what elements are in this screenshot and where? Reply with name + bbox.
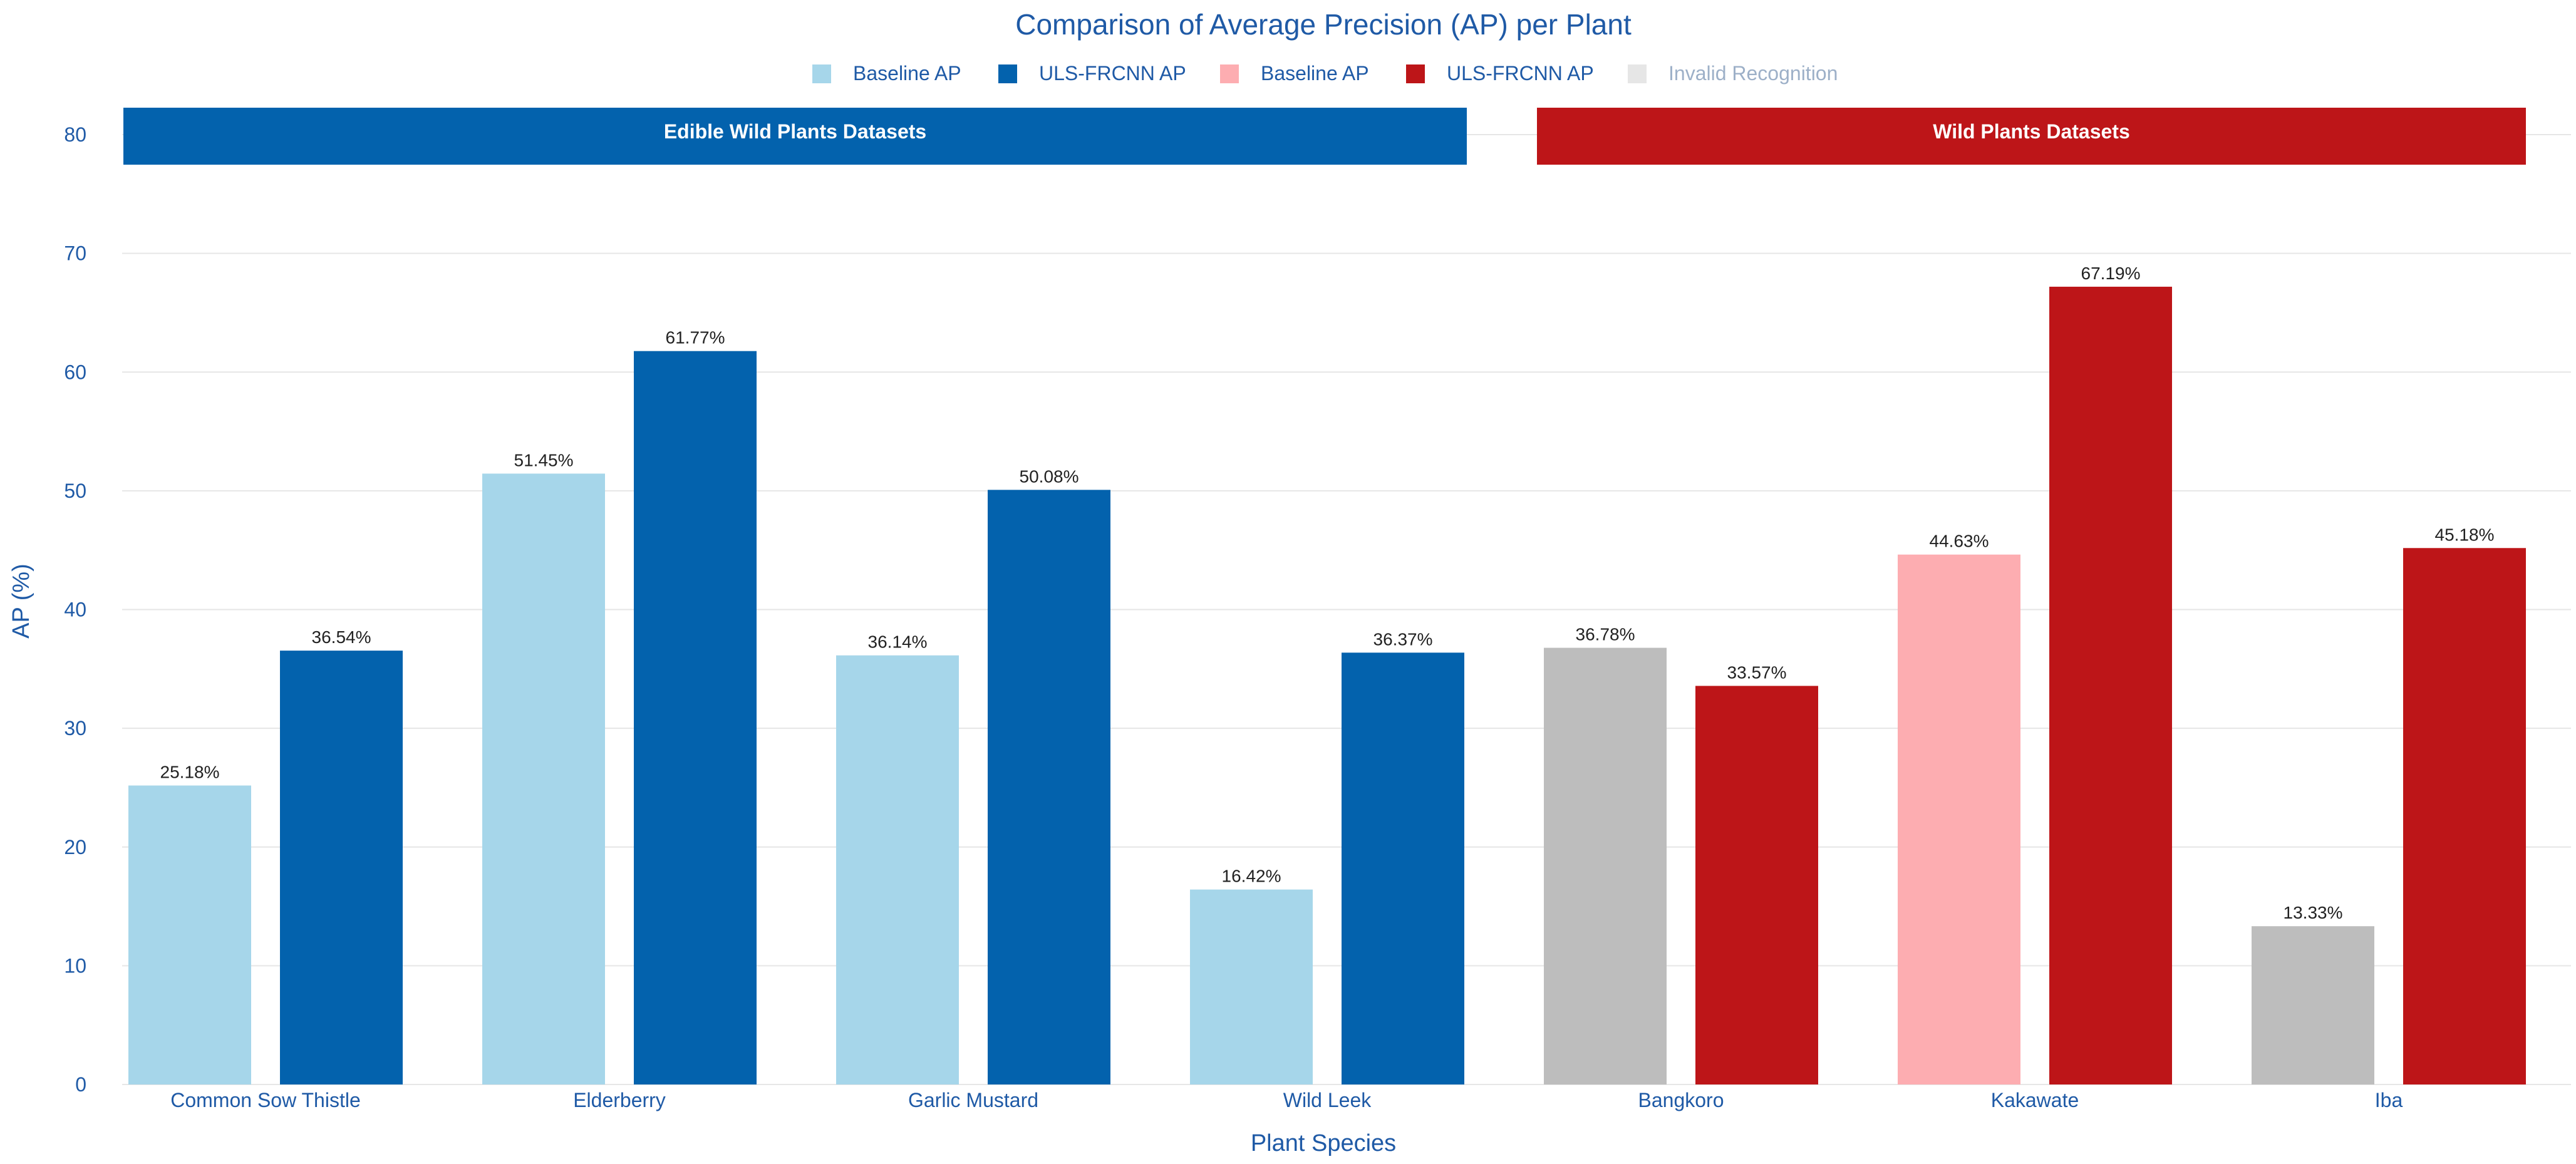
y-tick-label: 40 bbox=[64, 599, 86, 621]
bar bbox=[1342, 652, 1464, 1084]
legend-label: Baseline AP bbox=[1261, 62, 1369, 85]
y-tick-label: 30 bbox=[64, 717, 86, 739]
bar bbox=[1898, 554, 2020, 1084]
bar bbox=[2049, 286, 2172, 1084]
chart-title: Comparison of Average Precision (AP) per… bbox=[1015, 8, 1632, 41]
dataset-banner-label: Edible Wild Plants Datasets bbox=[664, 120, 926, 143]
data-label: 45.18% bbox=[2435, 525, 2495, 544]
data-label: 36.54% bbox=[312, 627, 371, 647]
data-label: 61.77% bbox=[666, 328, 725, 348]
y-tick-label: 0 bbox=[75, 1073, 86, 1096]
dataset-banner bbox=[1537, 108, 2526, 165]
x-tick-label: Wild Leek bbox=[1283, 1089, 1372, 1111]
bar bbox=[1695, 686, 1818, 1084]
y-tick-label: 70 bbox=[64, 242, 86, 265]
legend-swatch bbox=[1220, 64, 1239, 83]
y-axis-ticks: 0 10 20 30 40 50 60 70 80 bbox=[64, 123, 86, 1096]
y-axis-title: AP (%) bbox=[8, 564, 34, 639]
data-label: 16.42% bbox=[1222, 867, 1281, 886]
dataset-banners: Edible Wild Plants Datasets Wild Plants D… bbox=[123, 108, 2526, 165]
bar bbox=[280, 651, 403, 1084]
bar bbox=[634, 351, 757, 1084]
x-axis-ticks: Common Sow Thistle Elderberry Garlic Musta… bbox=[170, 1089, 2403, 1111]
y-tick-label: 10 bbox=[64, 954, 86, 977]
data-label: 44.63% bbox=[1930, 532, 1989, 551]
y-tick-label: 60 bbox=[64, 361, 86, 383]
data-label: 36.14% bbox=[868, 632, 928, 652]
data-label: 33.57% bbox=[1727, 662, 1787, 682]
data-label: 67.19% bbox=[2081, 264, 2141, 283]
dataset-banner-label: Wild Plants Datasets bbox=[1933, 120, 2129, 143]
legend-swatch bbox=[1628, 64, 1647, 83]
data-label: 36.37% bbox=[1373, 629, 1433, 649]
legend-label: Invalid Recognition bbox=[1668, 62, 1838, 85]
data-label: 50.08% bbox=[1020, 466, 1079, 486]
bar bbox=[2403, 548, 2526, 1084]
legend-label: ULS-FRCNN AP bbox=[1039, 62, 1186, 85]
bar bbox=[482, 473, 605, 1084]
bar bbox=[2252, 926, 2374, 1084]
bar bbox=[988, 490, 1110, 1084]
legend-swatch bbox=[1406, 64, 1425, 83]
x-tick-label: Elderberry bbox=[573, 1089, 666, 1111]
legend-swatch bbox=[998, 64, 1017, 83]
legend-label: ULS-FRCNN AP bbox=[1447, 62, 1594, 85]
x-tick-label: Bangkoro bbox=[1638, 1089, 1724, 1111]
bar bbox=[1544, 647, 1667, 1084]
x-tick-label: Kakawate bbox=[1991, 1089, 2079, 1111]
bars: 25.18% 36.54% 51.45% 61.77% 36.14% 50.08% 16.4… bbox=[128, 264, 2526, 1084]
x-tick-label: Garlic Mustard bbox=[908, 1089, 1038, 1111]
bar bbox=[128, 785, 251, 1084]
bar bbox=[836, 655, 959, 1084]
legend-swatch bbox=[812, 64, 831, 83]
data-label: 36.78% bbox=[1576, 625, 1635, 644]
x-tick-label: Common Sow Thistle bbox=[170, 1089, 361, 1111]
data-label: 25.18% bbox=[160, 763, 220, 782]
y-tick-label: 80 bbox=[64, 123, 86, 146]
y-tick-label: 50 bbox=[64, 480, 86, 502]
data-label: 51.45% bbox=[514, 450, 574, 470]
bar bbox=[1190, 889, 1313, 1084]
legend: Baseline AP ULS-FRCNN AP Baseline AP ULS-FR… bbox=[812, 62, 1838, 85]
x-tick-label: Iba bbox=[2375, 1089, 2403, 1111]
y-tick-label: 20 bbox=[64, 836, 86, 858]
data-label: 13.33% bbox=[2284, 903, 2343, 922]
x-axis-title: Plant Species bbox=[1251, 1130, 1396, 1156]
legend-label: Baseline AP bbox=[853, 62, 961, 85]
dataset-banner bbox=[123, 108, 1467, 165]
